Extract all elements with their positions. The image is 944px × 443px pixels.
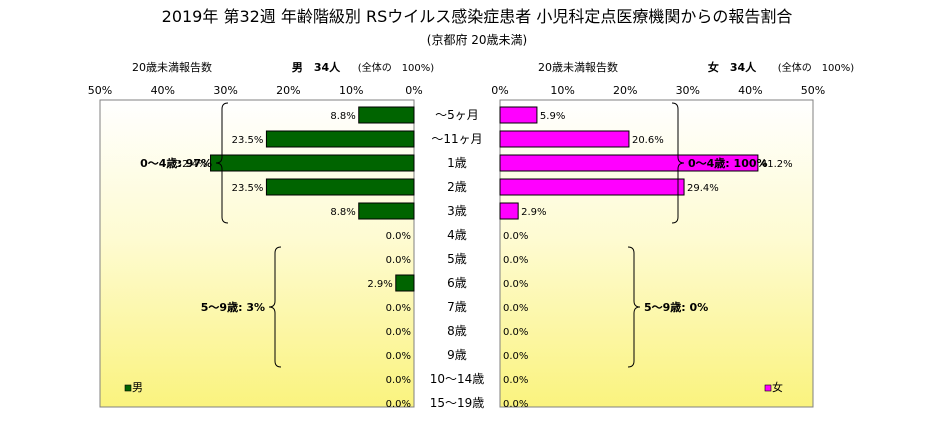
female-plot-area [499, 99, 814, 408]
male-bar-value-label: 23.5% [232, 183, 264, 194]
age-category-label: 10～14歳 [430, 372, 485, 386]
male-bar-value-label: 23.5% [232, 135, 264, 146]
male-bar-value-label: 0.0% [386, 255, 411, 266]
male-bar-value-label: 0.0% [386, 351, 411, 362]
female-axis-tick-label: 20% [613, 84, 637, 97]
female-age-group-label: 0～4歳: 100% [688, 156, 768, 170]
male-bar [265, 130, 415, 148]
female-bar [499, 106, 538, 124]
male-legend-swatch [124, 384, 132, 392]
female-bar-value-label: 29.4% [687, 183, 719, 194]
female-bar-value-label: 0.0% [503, 231, 528, 242]
age-category-label: 8歳 [447, 324, 467, 338]
female-bar-value-label: 0.0% [503, 327, 528, 338]
male-age-group-brace [215, 102, 229, 224]
female-bar [499, 130, 630, 148]
male-bar [210, 154, 415, 172]
age-category-label: ～5ヶ月 [435, 108, 479, 122]
male-bar [358, 106, 415, 124]
male-legend-label: 男 [132, 381, 143, 394]
male-bar-value-label: 2.9% [367, 279, 392, 290]
male-axis-tick-label: 0% [405, 84, 422, 97]
male-bar-value-label: 0.0% [386, 327, 411, 338]
male-plot-area [99, 99, 415, 408]
male-axis-tick-label: 40% [151, 84, 175, 97]
age-category-label: 6歳 [447, 276, 467, 290]
female-bar-value-label: 0.0% [503, 351, 528, 362]
age-category-label: ～11ヶ月 [431, 132, 482, 146]
female-bar [499, 202, 519, 220]
male-age-group-label: 0～4歳: 97% [140, 156, 212, 170]
female-age-group-brace [627, 246, 641, 368]
female-header-label: 20歳未満報告数 [538, 61, 618, 74]
female-age-group-label: 5～9歳: 0% [644, 300, 708, 314]
male-bar-value-label: 32.4% [176, 159, 208, 170]
female-legend-label: 女 [772, 380, 783, 394]
female-bar-value-label: 2.9% [521, 207, 546, 218]
female-bar [499, 154, 759, 172]
female-bar-value-label: 20.6% [632, 135, 664, 146]
age-category-label: 7歳 [447, 300, 467, 314]
age-category-label: 3歳 [447, 204, 467, 218]
male-header-label: 20歳未満報告数 [132, 61, 212, 74]
male-axis-tick-label: 50% [88, 84, 112, 97]
male-age-group-brace [268, 246, 282, 368]
male-bar-value-label: 0.0% [386, 303, 411, 314]
age-category-label: 4歳 [447, 228, 467, 242]
male-bar [358, 202, 415, 220]
male-bar-value-label: 8.8% [330, 207, 355, 218]
female-bar-value-label: 0.0% [503, 279, 528, 290]
age-category-label: 1歳 [447, 156, 467, 170]
male-axis-tick-label: 30% [213, 84, 237, 97]
female-axis-tick-label: 10% [550, 84, 574, 97]
chart-subtitle: (京都府 20歳未満) [427, 32, 527, 47]
female-bar-value-label: 41.2% [761, 159, 793, 170]
male-header-total: 男 34人 [292, 60, 341, 74]
male-bar-value-label: 8.8% [330, 111, 355, 122]
female-bar-value-label: 0.0% [503, 375, 528, 386]
male-header-note: (全体の 100%) [358, 61, 434, 74]
female-bar-value-label: 0.0% [503, 303, 528, 314]
female-axis-tick-label: 50% [801, 84, 825, 97]
male-axis-tick-label: 10% [339, 84, 363, 97]
male-bar [265, 178, 415, 196]
male-bar-value-label: 0.0% [386, 399, 411, 410]
female-bar-value-label: 0.0% [503, 255, 528, 266]
age-category-label: 15～19歳 [430, 396, 485, 410]
female-age-group-brace [671, 102, 685, 224]
chart-marks: 50% 40% 30% 20% 10% 0% 0% 10% 20% 30% 40% 50% ～5ヶ月 ～1… [88, 84, 825, 410]
male-axis-tick-label: 20% [276, 84, 300, 97]
female-axis-tick-label: 0% [491, 84, 508, 97]
female-header-note: (全体の 100%) [778, 61, 854, 74]
male-age-group-label: 5～9歳: 3% [201, 300, 265, 314]
age-category-label: 5歳 [447, 252, 467, 266]
female-bar-value-label: 0.0% [503, 399, 528, 410]
female-bar [499, 178, 685, 196]
female-axis-tick-label: 40% [738, 84, 762, 97]
age-category-label: 2歳 [447, 180, 467, 194]
female-legend-swatch [764, 384, 772, 392]
female-axis-tick-label: 30% [676, 84, 700, 97]
male-bar [395, 274, 415, 292]
female-header-total: 女 34人 [708, 60, 757, 74]
chart-title: 2019年 第32週 年齢階級別 RSウイルス感染症患者 小児科定点医療機関から… [162, 7, 793, 26]
female-bar-value-label: 5.9% [540, 111, 565, 122]
age-category-label: 9歳 [447, 348, 467, 362]
male-bar-value-label: 0.0% [386, 375, 411, 386]
male-bar-value-label: 0.0% [386, 231, 411, 242]
